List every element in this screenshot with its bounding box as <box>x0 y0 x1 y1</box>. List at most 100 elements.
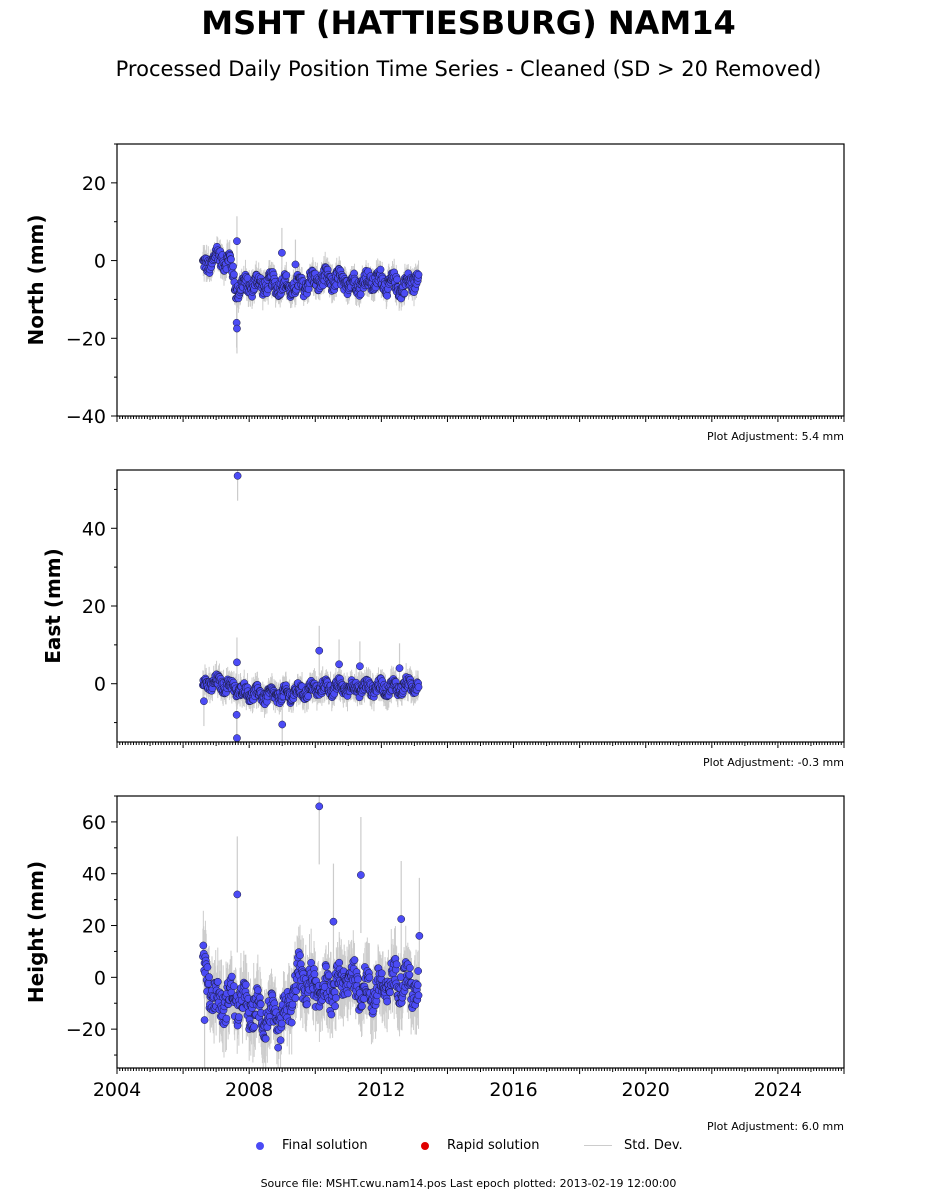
data-point <box>405 970 414 979</box>
y-tick-label: 60 <box>82 812 106 834</box>
legend-item-final: Final solution <box>256 1138 368 1153</box>
data-point <box>261 1034 270 1043</box>
y-tick-label: 20 <box>82 916 106 938</box>
final-solution-points <box>199 471 423 742</box>
y-tick-label: 0 <box>94 674 106 696</box>
data-point <box>393 275 401 284</box>
x-tick-label: 2024 <box>754 1079 802 1101</box>
data-point <box>331 1002 339 1011</box>
outlier-point <box>233 471 242 480</box>
data-point <box>322 962 330 971</box>
outlier-point <box>315 646 324 655</box>
x-tick-label: 2012 <box>357 1079 405 1101</box>
data-point <box>376 265 385 274</box>
data-point <box>230 982 238 991</box>
y-tick-label: 40 <box>82 518 106 540</box>
outlier-point <box>233 658 241 667</box>
outlier-point <box>357 871 365 879</box>
data-point <box>235 1013 243 1021</box>
y-tick-label: −20 <box>66 328 106 350</box>
data-point <box>213 977 222 986</box>
x-tick-label: 2016 <box>489 1079 537 1101</box>
data-point <box>335 958 344 967</box>
y-axis-label: Height (mm) <box>24 861 48 1003</box>
data-point <box>256 1000 265 1009</box>
y-tick-label: −20 <box>66 1019 106 1041</box>
chart-subtitle: Processed Daily Position Time Series - C… <box>115 57 822 81</box>
legend-label-rapid: Rapid solution <box>447 1138 540 1153</box>
outlier-point <box>200 1016 209 1024</box>
final-solution-points <box>199 237 423 333</box>
outlier-point <box>233 734 241 742</box>
data-point <box>287 1018 296 1027</box>
y-axis-label: North (mm) <box>24 214 48 345</box>
data-point <box>199 941 208 950</box>
panel-1: 40 20 0 East (mm) Plot Adjustment: -0.3 mm <box>41 469 845 769</box>
y-tick-label: 20 <box>82 596 106 618</box>
x-tick-label: 2020 <box>622 1079 670 1101</box>
data-point <box>358 1002 366 1010</box>
data-point <box>332 994 340 1002</box>
legend-label-final: Final solution <box>282 1138 368 1153</box>
data-point <box>303 1000 311 1009</box>
legend-label-stddev: Std. Dev. <box>624 1138 683 1153</box>
data-point <box>227 255 235 264</box>
outlier-point <box>233 324 241 333</box>
data-point <box>307 958 315 967</box>
outlier-point <box>335 660 343 669</box>
data-point <box>350 956 359 964</box>
data-point <box>414 991 423 1000</box>
plot-area <box>199 796 424 1068</box>
plot-area <box>199 470 423 742</box>
outlier-point <box>278 720 287 729</box>
data-point <box>344 989 352 998</box>
std-dev-line-icon <box>584 1145 612 1146</box>
plot-adjustment-note: Plot Adjustment: -0.3 mm <box>703 756 844 769</box>
outlier-point <box>395 664 404 673</box>
outlier-point <box>291 260 300 269</box>
data-point <box>392 960 401 969</box>
outlier-point <box>233 237 241 245</box>
source-footer: Source file: MSHT.cwu.nam14.pos Last epo… <box>260 1177 677 1190</box>
outlier-point <box>315 802 324 811</box>
outlier-point <box>329 917 338 926</box>
final-solution-points <box>199 802 424 1052</box>
data-point <box>310 970 319 979</box>
data-point <box>365 973 374 982</box>
rapid-solution-marker-icon <box>421 1141 429 1150</box>
y-tick-label: −40 <box>66 406 106 428</box>
x-tick-label: 2004 <box>93 1079 141 1101</box>
data-point <box>414 967 422 975</box>
data-point <box>413 981 422 989</box>
data-point <box>291 994 300 1003</box>
legend-item-rapid: Rapid solution <box>421 1138 539 1153</box>
data-point <box>277 1019 286 1028</box>
data-point <box>383 997 391 1006</box>
data-point <box>296 951 304 960</box>
legend: Final solution Rapid solution Std. Dev. <box>0 1138 937 1158</box>
outlier-point <box>356 662 364 671</box>
data-point <box>400 289 409 298</box>
y-axis-label: East (mm) <box>41 548 65 664</box>
data-point <box>276 1036 285 1045</box>
y-tick-label: 0 <box>94 251 106 273</box>
data-point <box>414 270 423 279</box>
plot-adjustment-note: Plot Adjustment: 6.0 mm <box>707 1120 844 1133</box>
data-point <box>227 972 236 981</box>
plot-area <box>199 216 423 354</box>
data-point <box>288 1000 297 1009</box>
x-tick-label: 2008 <box>225 1079 273 1101</box>
data-point <box>282 271 291 280</box>
data-point <box>230 270 238 279</box>
data-point <box>356 290 365 299</box>
panel-0: 20 0 −20 −40 North (mm) Plot Adjustment: 5.4 … <box>24 143 845 443</box>
data-point <box>353 975 362 984</box>
legend-item-stddev: Std. Dev. <box>584 1138 683 1153</box>
data-point <box>205 973 213 981</box>
y-tick-label: 20 <box>82 173 106 195</box>
data-point <box>386 988 394 997</box>
panel-2: 60 40 20 0 −20 Height (mm) Plot Adjustment: 6.… <box>24 795 845 1133</box>
outlier-point <box>415 932 424 940</box>
data-point <box>254 986 262 995</box>
data-point <box>203 963 212 972</box>
